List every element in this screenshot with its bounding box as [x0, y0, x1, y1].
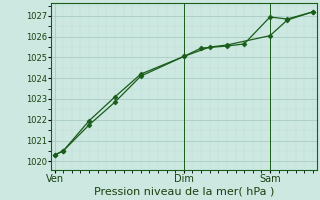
X-axis label: Pression niveau de la mer( hPa ): Pression niveau de la mer( hPa ) — [94, 187, 274, 197]
